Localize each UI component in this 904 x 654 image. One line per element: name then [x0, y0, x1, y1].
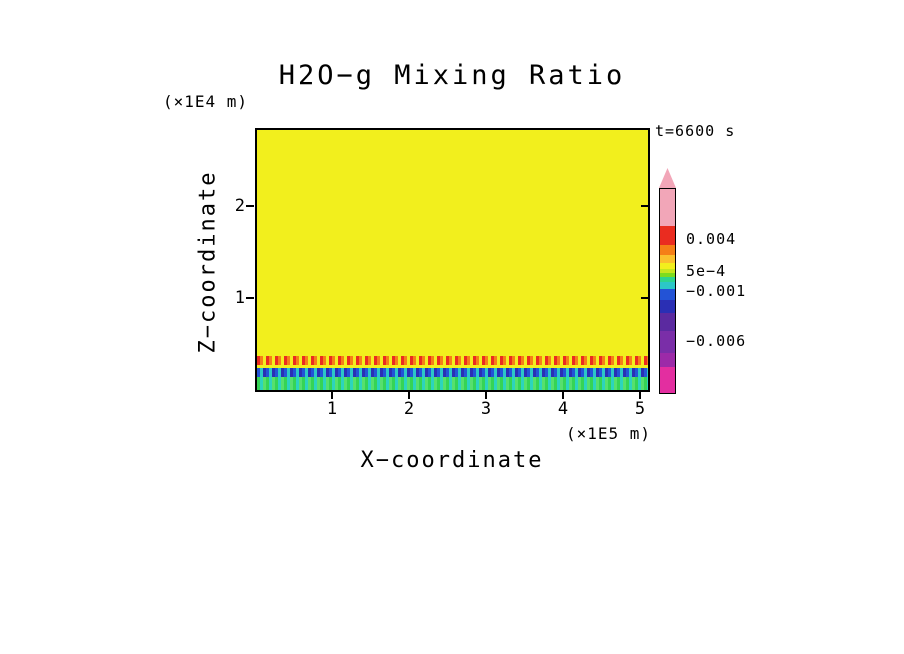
- z-tick-label: 2: [234, 196, 245, 216]
- heatmap-layer-bulk: [257, 130, 648, 356]
- colorbar-segment: [660, 273, 675, 277]
- heatmap-layer-red-interface: [257, 355, 648, 366]
- colorbar-segment: [660, 269, 675, 273]
- colorbar-segment: [660, 263, 675, 269]
- colorbar-segment: [660, 189, 675, 226]
- x-tick-mark: [639, 392, 641, 399]
- colorbar-label: 0.004: [686, 230, 737, 248]
- time-annotation: t=6600 s: [655, 122, 736, 140]
- colorbar-segment: [660, 255, 675, 263]
- x-tick-label: 1: [326, 399, 338, 419]
- z-axis-units: (×1E4 m): [163, 92, 249, 111]
- colorbar-segment: [660, 277, 675, 282]
- plot-area: [255, 128, 650, 392]
- x-axis-label: X−coordinate: [360, 448, 544, 473]
- z-tick-mark-right: [641, 205, 648, 207]
- colorbar-segment: [660, 331, 675, 353]
- colorbar-label: 5e−4: [686, 262, 727, 280]
- x-axis-units: (×1E5 m): [566, 424, 652, 443]
- heatmap-layer-surface-green: [257, 377, 648, 390]
- colorbar-segment: [660, 313, 675, 331]
- colorbar-arrow-icon: [659, 168, 676, 188]
- z-axis-label: Z−coordinate: [195, 170, 221, 354]
- chart-title: H2O−g Mixing Ratio: [278, 60, 626, 91]
- x-tick-mark: [408, 392, 410, 399]
- colorbar-segments: [659, 188, 676, 394]
- x-tick-mark: [485, 392, 487, 399]
- colorbar-segment: [660, 289, 675, 300]
- colorbar-label: −0.006: [686, 332, 747, 350]
- z-tick-label: 1: [234, 288, 245, 308]
- heatmap-layer-blue-layer: [257, 367, 648, 378]
- x-tick-label: 5: [634, 399, 646, 419]
- heatmap-layer-yellow-gap: [257, 365, 648, 368]
- x-tick-mark: [562, 392, 564, 399]
- colorbar-label: −0.001: [686, 282, 747, 300]
- z-tick-mark-left: [246, 205, 254, 207]
- colorbar: [659, 168, 676, 394]
- heatmap-layers: [257, 130, 648, 390]
- x-tick-label: 2: [403, 399, 415, 419]
- colorbar-segment: [660, 300, 675, 313]
- x-tick-label: 3: [480, 399, 492, 419]
- colorbar-segment: [660, 245, 675, 255]
- x-tick-mark: [331, 392, 333, 399]
- colorbar-segment: [660, 282, 675, 289]
- colorbar-segment: [660, 226, 675, 245]
- z-tick-mark-left: [246, 297, 254, 299]
- z-tick-mark-right: [641, 297, 648, 299]
- x-tick-label: 4: [557, 399, 569, 419]
- colorbar-segment: [660, 353, 675, 367]
- colorbar-segment: [660, 367, 675, 393]
